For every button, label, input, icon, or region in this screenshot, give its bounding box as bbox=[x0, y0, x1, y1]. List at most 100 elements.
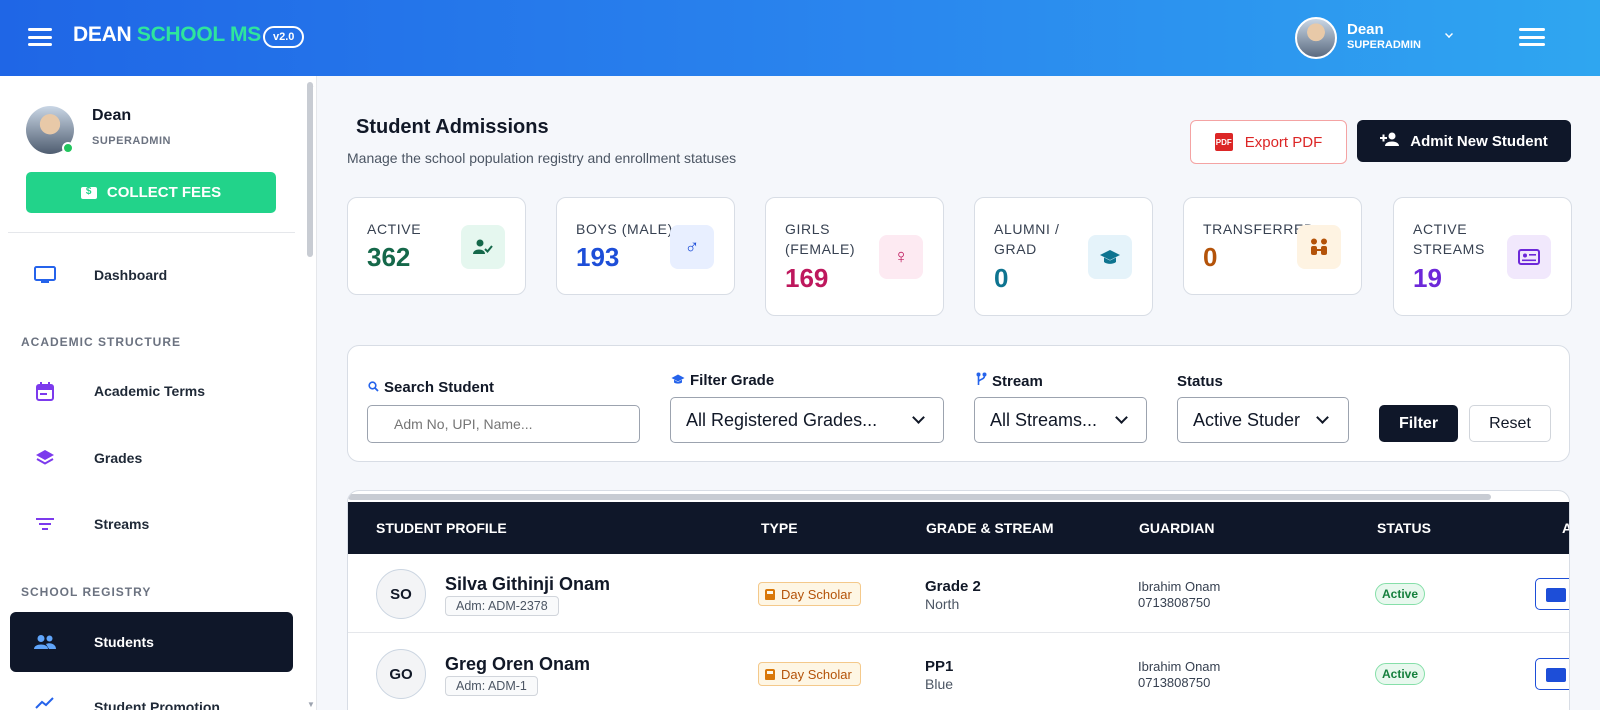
view-profile-button[interactable] bbox=[1535, 658, 1569, 690]
stat-value: 362 bbox=[367, 242, 411, 272]
student-initials-avatar: GO bbox=[376, 649, 426, 699]
grade-select[interactable]: All Registered Grades... bbox=[670, 397, 944, 443]
sidebar-item-label: Student Promotion bbox=[94, 699, 220, 710]
filter-panel bbox=[347, 345, 1570, 462]
collect-fees-button[interactable]: COLLECT FEES bbox=[26, 172, 276, 213]
sidebar-item-label: Students bbox=[94, 634, 154, 650]
admission-number: Adm: ADM-1 bbox=[445, 676, 538, 696]
sidebar-item-label: Grades bbox=[94, 450, 143, 466]
table-row[interactable]: SO Silva Githinji Onam Adm: ADM-2378 Day… bbox=[348, 554, 1569, 633]
top-navbar: DEAN SCHOOL MS v2.0 Dean SUPERADMIN bbox=[0, 0, 1600, 76]
sidebar-item-grades[interactable]: Grades bbox=[10, 434, 293, 482]
guardian-name: Ibrahim Onam bbox=[1138, 659, 1221, 674]
stat-value: 0 bbox=[994, 263, 1009, 293]
sidebar-divider bbox=[8, 232, 295, 233]
search-student-label: Search Student bbox=[368, 379, 494, 396]
trending-up-icon bbox=[34, 692, 56, 710]
header-type[interactable]: TYPE bbox=[761, 520, 798, 536]
users-icon bbox=[34, 631, 56, 653]
type-badge: Day Scholar bbox=[758, 582, 861, 606]
monitor-icon bbox=[34, 264, 56, 286]
sidebar-user-role: SUPERADMIN bbox=[92, 135, 171, 147]
bus-icon bbox=[765, 588, 775, 600]
stat-value: 19 bbox=[1413, 263, 1442, 293]
menu-toggle-icon[interactable] bbox=[28, 28, 52, 46]
grade: Grade 2 bbox=[925, 578, 981, 595]
bus-icon bbox=[765, 668, 775, 680]
stat-value: 0 bbox=[1203, 242, 1218, 272]
female-icon: ♀ bbox=[879, 235, 923, 279]
sidebar-user-name: Dean bbox=[92, 107, 132, 124]
sidebar-item-academic-terms[interactable]: Academic Terms bbox=[10, 367, 293, 415]
brand-name: DEAN bbox=[73, 23, 132, 46]
stat-card-active-streams: ACTIVE STREAMS 19 bbox=[1393, 197, 1572, 316]
sidebar-item-streams[interactable]: Streams bbox=[10, 500, 293, 548]
stat-label: GIRLS (FEMALE) bbox=[785, 221, 856, 257]
stat-value: 193 bbox=[576, 242, 620, 272]
version-badge: v2.0 bbox=[263, 26, 305, 48]
reset-button[interactable]: Reset bbox=[1469, 405, 1551, 442]
section-school-registry: SCHOOL REGISTRY bbox=[21, 585, 152, 599]
page-subtitle: Manage the school population registry an… bbox=[347, 150, 737, 166]
status-label: Status bbox=[1177, 373, 1223, 390]
id-card-icon bbox=[1546, 588, 1566, 602]
graduation-cap-icon bbox=[671, 372, 685, 389]
collect-fees-label: COLLECT FEES bbox=[106, 184, 222, 201]
grade-select-value: All Registered Grades... bbox=[686, 409, 878, 430]
graduation-cap-icon bbox=[1088, 235, 1132, 279]
chevron-down-icon[interactable] bbox=[1445, 30, 1453, 38]
stat-value: 169 bbox=[785, 263, 829, 293]
calendar-icon bbox=[34, 380, 56, 402]
header-grade-stream[interactable]: GRADE & STREAM bbox=[926, 520, 1054, 536]
status-select[interactable]: Active Studer bbox=[1177, 397, 1349, 443]
stat-label: ACTIVE STREAMS bbox=[1413, 221, 1485, 257]
table-header: STUDENT PROFILE TYPE GRADE & STREAM GUAR… bbox=[348, 502, 1569, 554]
header-status[interactable]: STATUS bbox=[1377, 520, 1431, 536]
filter-grade-label: Filter Grade bbox=[671, 372, 774, 389]
user-name[interactable]: Dean bbox=[1347, 21, 1384, 38]
stat-card-girls: GIRLS (FEMALE) 169 ♀ bbox=[765, 197, 944, 316]
online-indicator bbox=[62, 142, 74, 154]
view-profile-button[interactable] bbox=[1535, 578, 1569, 610]
section-academic-structure: ACADEMIC STRUCTURE bbox=[21, 335, 181, 349]
user-check-icon bbox=[461, 225, 505, 269]
sidebar-scrollbar[interactable] bbox=[307, 82, 313, 257]
header-guardian[interactable]: GUARDIAN bbox=[1139, 520, 1215, 536]
admit-new-student-label: Admit New Student bbox=[1410, 132, 1548, 150]
id-card-icon bbox=[1507, 235, 1551, 279]
stat-label: ALUMNI / GRAD bbox=[994, 221, 1060, 257]
search-input[interactable] bbox=[367, 405, 640, 443]
grade: PP1 bbox=[925, 658, 954, 675]
table-horizontal-scrollbar[interactable] bbox=[348, 494, 1491, 500]
search-icon bbox=[368, 379, 379, 396]
user-plus-icon bbox=[1380, 132, 1400, 150]
brand-name-accent: SCHOOL MS bbox=[136, 23, 261, 46]
sidebar-item-dashboard[interactable]: Dashboard bbox=[10, 251, 293, 299]
admit-new-student-button[interactable]: Admit New Student bbox=[1357, 120, 1571, 162]
type-badge: Day Scholar bbox=[758, 662, 861, 686]
guardian-phone: 0713808750 bbox=[1138, 595, 1211, 610]
scroll-down-icon[interactable]: ▼ bbox=[307, 700, 315, 709]
students-table: STUDENT PROFILE TYPE GRADE & STREAM GUAR… bbox=[347, 490, 1570, 710]
sidebar-item-student-promotion[interactable]: Student Promotion bbox=[10, 682, 293, 710]
filter-button[interactable]: Filter bbox=[1379, 405, 1458, 442]
status-badge: Active bbox=[1375, 583, 1426, 605]
stat-card-boys: BOYS (MALE) 193 ♂ bbox=[556, 197, 735, 295]
admission-number: Adm: ADM-2378 bbox=[445, 596, 559, 616]
export-pdf-button[interactable]: PDF Export PDF bbox=[1190, 120, 1347, 164]
student-name[interactable]: Silva Githinji Onam bbox=[445, 574, 611, 594]
table-row[interactable]: GO Greg Oren Onam Adm: ADM-1 Day Scholar… bbox=[348, 634, 1569, 710]
user-avatar[interactable] bbox=[1295, 17, 1337, 59]
header-student-profile[interactable]: STUDENT PROFILE bbox=[376, 520, 507, 536]
page-title: Student Admissions bbox=[356, 116, 549, 138]
stat-card-active: ACTIVE 362 bbox=[347, 197, 526, 295]
student-name[interactable]: Greg Oren Onam bbox=[445, 654, 591, 674]
sidebar-item-students[interactable]: Students bbox=[10, 612, 293, 672]
male-icon: ♂ bbox=[670, 225, 714, 269]
right-menu-icon[interactable] bbox=[1519, 28, 1545, 46]
stream: North bbox=[925, 596, 960, 612]
stream-select[interactable]: All Streams... bbox=[974, 397, 1147, 443]
filter-lines-icon bbox=[34, 513, 56, 535]
header-actions[interactable]: A bbox=[1562, 520, 1569, 536]
brand-logo[interactable]: DEAN SCHOOL MS bbox=[73, 23, 261, 47]
